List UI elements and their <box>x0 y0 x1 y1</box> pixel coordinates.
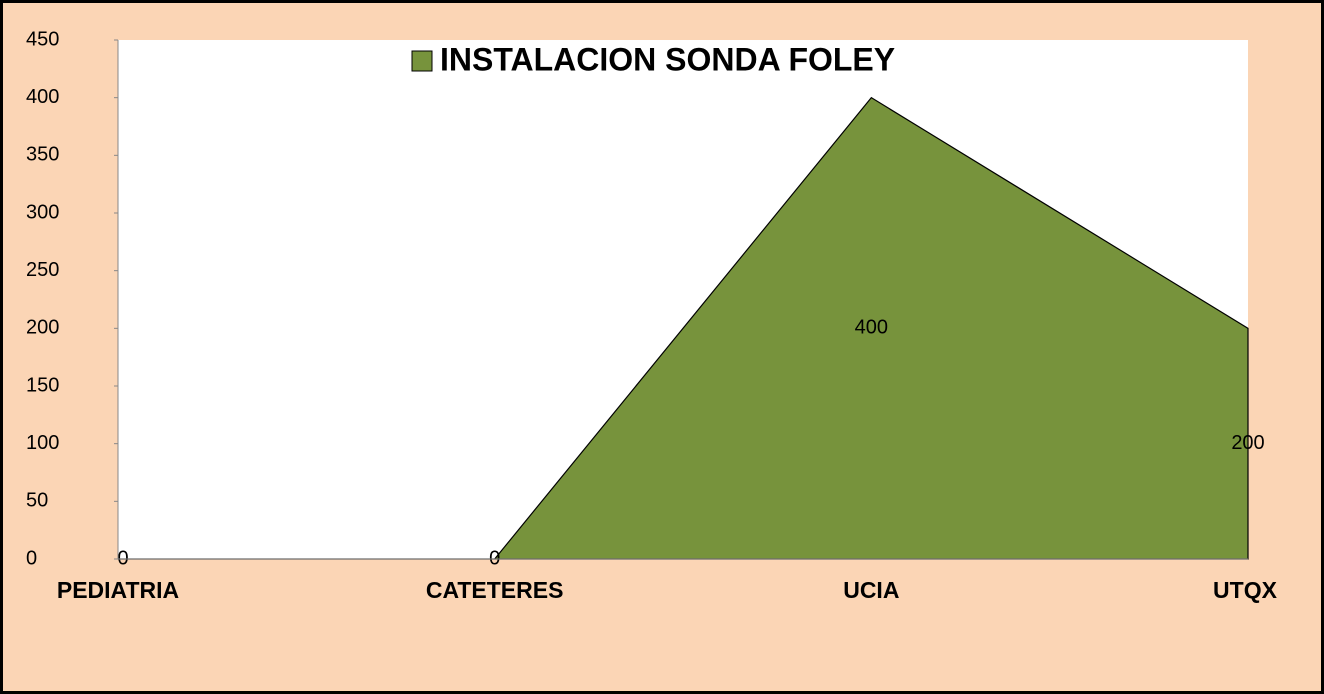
y-tick-label: 150 <box>26 374 59 396</box>
y-tick-label: 50 <box>26 490 48 512</box>
data-label: 200 <box>1231 432 1264 454</box>
y-tick-label: 300 <box>26 201 59 223</box>
y-tick-label: 100 <box>26 432 59 454</box>
y-tick-label: 200 <box>26 317 59 339</box>
y-tick-label: 450 <box>26 28 59 50</box>
data-label: 400 <box>855 317 888 339</box>
y-tick-label: 350 <box>26 144 59 166</box>
x-tick-label: PEDIATRIA <box>57 577 179 603</box>
legend-swatch <box>411 50 433 72</box>
y-tick-label: 0 <box>26 547 37 569</box>
y-tick-label: 400 <box>26 86 59 108</box>
x-tick-label: CATETERES <box>426 577 564 603</box>
legend-label: INSTALACION SONDA FOLEY <box>440 41 895 77</box>
x-tick-label: UCIA <box>843 577 899 603</box>
y-tick-label: 250 <box>26 259 59 281</box>
data-label: 0 <box>489 547 500 569</box>
x-tick-label: UTQX <box>1213 577 1278 603</box>
data-label: 0 <box>117 547 128 569</box>
